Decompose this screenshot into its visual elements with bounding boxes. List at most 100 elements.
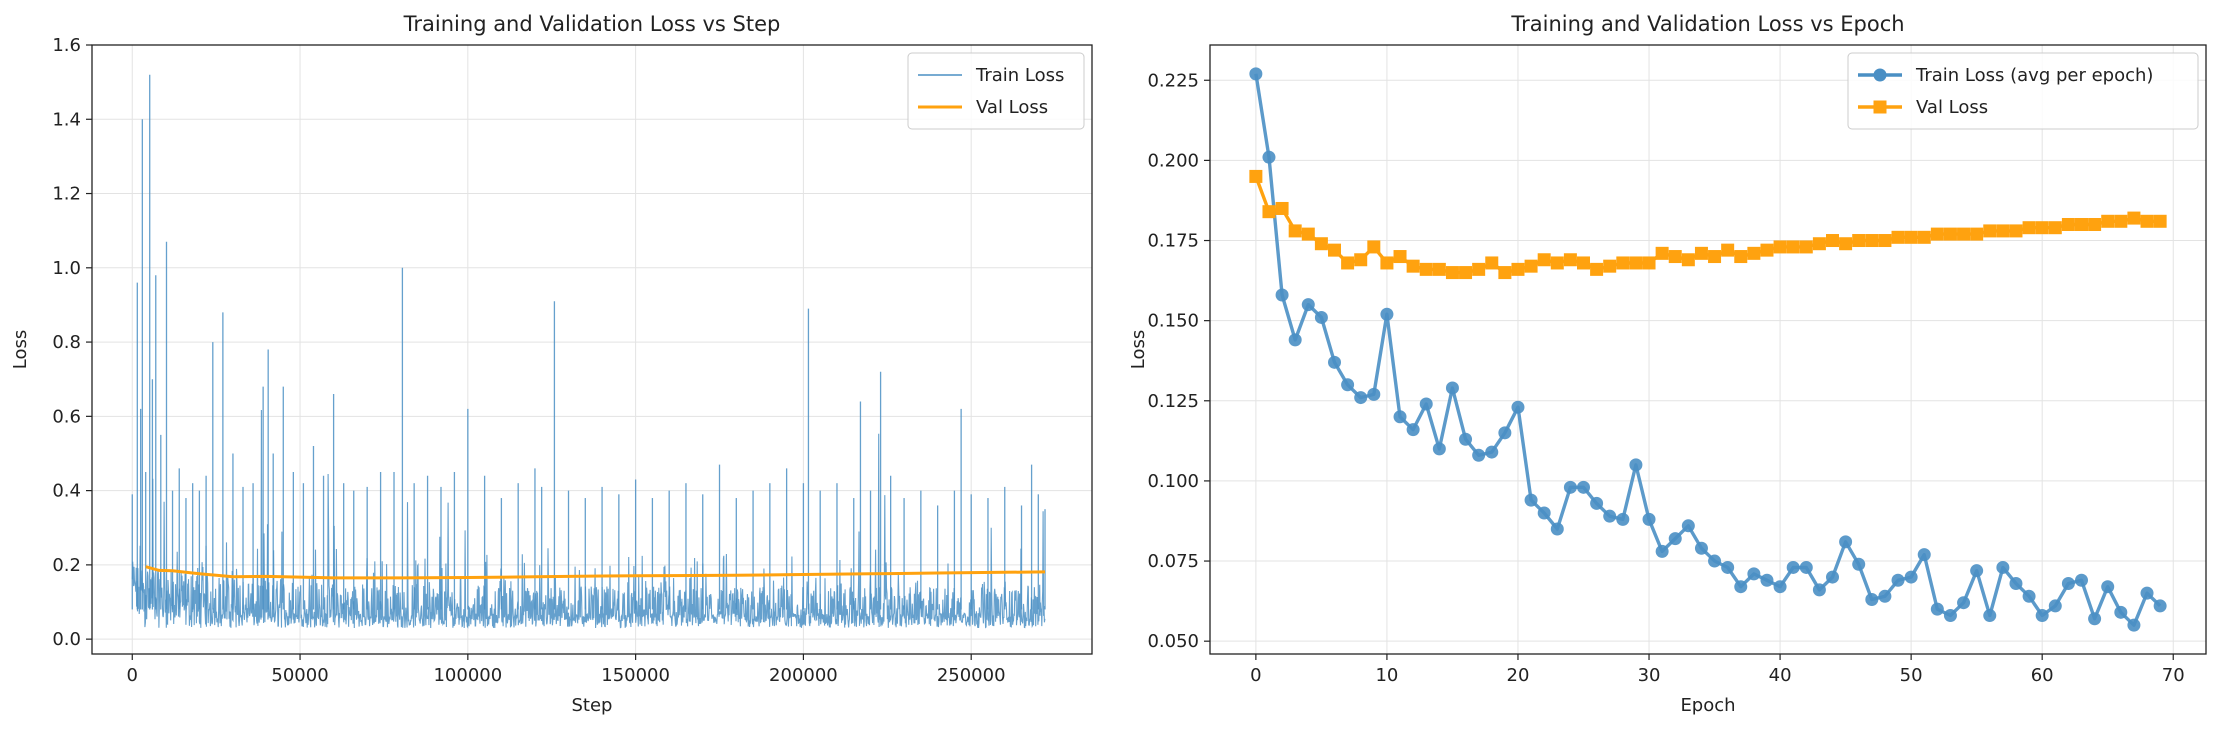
- step-chart-title: Training and Validation Loss vs Step: [403, 12, 781, 36]
- train-loss-point: [1996, 560, 2010, 574]
- step-legend-train-label: Train Loss: [975, 65, 1064, 86]
- val-loss-point: [1249, 169, 1263, 183]
- train-loss-point: [1314, 310, 1328, 324]
- val-loss-point: [1708, 250, 1722, 264]
- train-loss-point: [2127, 618, 2141, 632]
- val-loss-point: [1590, 262, 1604, 276]
- step-x-tick-label: 50000: [271, 665, 328, 686]
- val-loss-point: [1288, 224, 1302, 238]
- val-loss-point: [1917, 230, 1931, 244]
- val-loss-point: [2127, 211, 2141, 225]
- train-loss-point: [1839, 535, 1853, 549]
- train-loss-point: [2075, 573, 2088, 587]
- val-loss-point: [1734, 250, 1748, 264]
- epoch-y-tick-label: 0.150: [1147, 311, 1199, 332]
- train-loss-point: [1891, 573, 1905, 587]
- val-loss-point: [1970, 227, 1984, 241]
- train-loss-point: [1747, 567, 1761, 581]
- val-loss-point: [1563, 253, 1577, 267]
- step-x-tick-label: 100000: [433, 665, 502, 686]
- train-loss-point: [1577, 480, 1590, 494]
- train-loss-point: [1432, 442, 1446, 456]
- train-loss-point: [2088, 612, 2102, 626]
- train-loss-point: [1773, 580, 1787, 594]
- val-loss-point: [1839, 237, 1853, 251]
- step-y-tick-label: 0.6: [52, 406, 81, 427]
- train-loss-point: [1406, 423, 1420, 437]
- train-loss-point: [1249, 67, 1263, 81]
- epoch-legend-box: [1847, 52, 2199, 130]
- val-loss-point: [1380, 256, 1394, 270]
- train-loss-point: [2048, 599, 2062, 613]
- train-loss-point: [1852, 557, 1866, 571]
- step-y-tick-label: 0.0: [52, 629, 81, 650]
- val-loss-point: [2035, 221, 2049, 235]
- val-loss-point: [1957, 227, 1971, 241]
- train-loss-point: [1708, 554, 1722, 568]
- epoch-y-tick-label: 0.050: [1147, 631, 1199, 652]
- val-loss-point: [1721, 243, 1735, 257]
- val-loss-point: [2022, 221, 2036, 235]
- val-loss-point: [1314, 237, 1328, 251]
- train-loss-point: [1865, 593, 1879, 607]
- train-loss-point: [1970, 564, 1984, 578]
- train-loss-point: [1354, 391, 1368, 405]
- train-loss-point: [1812, 583, 1826, 597]
- step-y-tick-label: 0.8: [52, 332, 81, 353]
- train-loss-point: [1341, 378, 1355, 392]
- epoch-grid: [1210, 45, 2206, 654]
- train-loss-point: [1694, 541, 1708, 555]
- train-loss-point: [2140, 586, 2154, 600]
- epoch-y-tick-label: 0.175: [1147, 231, 1199, 252]
- train-loss-point: [1472, 448, 1486, 462]
- epoch-legend-val-label: Val Loss: [1916, 97, 1988, 118]
- train-loss-point: [1681, 519, 1695, 533]
- train-loss-point: [1328, 355, 1341, 369]
- val-loss-point: [1786, 240, 1800, 254]
- train-loss-point: [1930, 602, 1944, 616]
- train-loss-point: [1498, 426, 1512, 440]
- epoch-y-tick-label: 0.200: [1147, 150, 1199, 171]
- val-loss-point: [1498, 266, 1512, 280]
- train-loss-point: [1734, 580, 1748, 594]
- val-loss-point: [2140, 214, 2154, 228]
- val-loss-point: [1537, 253, 1551, 267]
- train-loss-point: [1799, 560, 1813, 574]
- val-loss-point: [1904, 230, 1918, 244]
- step-legend-box: [907, 52, 1085, 130]
- train-loss-point: [1616, 512, 1630, 526]
- train-loss-epoch-line: [1254, 73, 2162, 627]
- train-loss-point: [2009, 576, 2023, 590]
- val-loss-point: [1996, 224, 2010, 238]
- train-loss-point: [2035, 609, 2049, 623]
- epoch-y-axis-label: Loss: [1128, 330, 1149, 369]
- val-loss-point: [1983, 224, 1997, 238]
- val-loss-point: [1328, 243, 1341, 257]
- val-loss-point: [1616, 256, 1630, 270]
- step-x-tick-label: 0: [127, 665, 138, 686]
- val-loss-point: [2075, 217, 2088, 231]
- epoch-loss-panel: 0 10 20 30 40 50 60 70 0.050 0.075 0.100 0.125 0.150…: [1128, 12, 2207, 716]
- train-loss-point: [1917, 548, 1931, 562]
- val-loss-point: [1485, 256, 1499, 270]
- step-y-tick-label: 0.4: [52, 481, 81, 502]
- val-loss-point: [1275, 201, 1289, 215]
- step-y-tick-label: 0.2: [52, 555, 81, 576]
- val-loss-point: [2153, 214, 2167, 228]
- val-loss-point: [1603, 259, 1617, 273]
- train-loss-point: [1904, 570, 1918, 584]
- step-loss-panel: 0 50000 100000 150000 200000 250000 0.0 0.2 0.4 0…: [10, 12, 1093, 716]
- step-x-tick-label: 250000: [937, 665, 1006, 686]
- val-loss-epoch-line: [1254, 175, 2161, 275]
- val-loss-point: [1655, 246, 1669, 260]
- train-loss-point: [2022, 589, 2036, 603]
- step-axes-frame: [91, 44, 1093, 655]
- val-loss-point: [1681, 253, 1695, 267]
- epoch-x-tick-label: 60: [2031, 665, 2054, 686]
- val-loss-point: [1642, 256, 1656, 270]
- val-loss-point: [1799, 240, 1813, 254]
- epoch-x-axis-label: Epoch: [1680, 695, 1735, 716]
- train-loss-point: [2153, 599, 2167, 613]
- val-loss-point: [2048, 221, 2062, 235]
- epoch-legend-val-marker: [1873, 100, 1887, 114]
